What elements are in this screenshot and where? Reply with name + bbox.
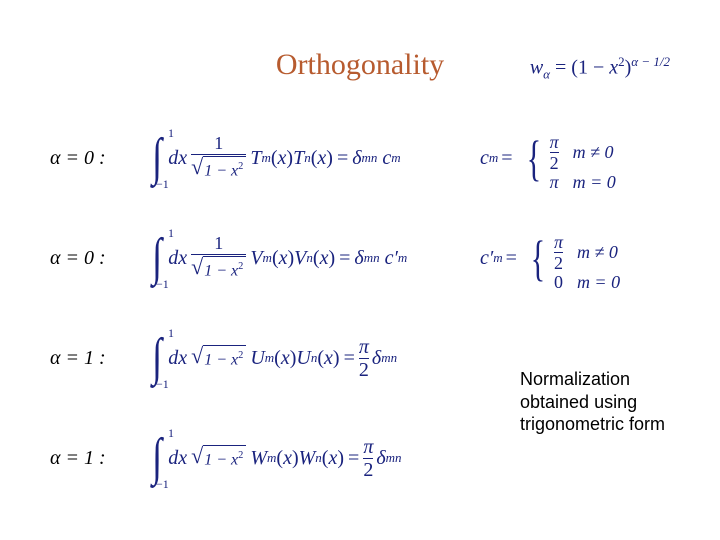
note-line-1: Normalization — [520, 368, 700, 391]
cm-definition: cm = { π2 m ≠ 0 π m = 0 — [480, 133, 616, 183]
cprime-definition: c′m = { π2 m ≠ 0 0 m = 0 — [480, 233, 620, 283]
weight-frac-2: 1 √1 − x2 — [191, 234, 246, 281]
alpha-label-4: α = 1 : — [50, 447, 150, 470]
weight-w: w — [530, 57, 543, 79]
weight-frac-1: 1 √1 − x2 — [191, 134, 246, 181]
orthogonality-row-T: α = 0 : ∫ 1 −1 dx 1 √1 − x2 Tm(x)Tn(x) = — [50, 132, 680, 184]
alpha-label-1: α = 0 : — [50, 147, 150, 170]
integral-W: ∫ 1 −1 dx √1 − x2 Wm(x)Wn(x) = π2 δmn — [150, 432, 402, 484]
alpha-label-2: α = 0 : — [50, 247, 150, 270]
normalization-note: Normalization obtained using trigonometr… — [520, 368, 700, 436]
orthogonality-row-V: α = 0 : ∫ 1 −1 dx 1 √1 − x2 Vm(x)Vn(x) = — [50, 232, 680, 284]
note-line-3: trigonometric form — [520, 413, 700, 436]
weight-eq-open: = (1 − — [555, 57, 609, 79]
weight-x: x — [609, 57, 618, 79]
integral-T: ∫ 1 −1 dx 1 √1 − x2 Tm(x)Tn(x) = δmn cm — [150, 132, 401, 184]
alpha-label-3: α = 1 : — [50, 347, 150, 370]
orthogonality-row-W: α = 1 : ∫ 1 −1 dx √1 − x2 Wm(x)Wn(x) = π… — [50, 432, 680, 484]
integral-U: ∫ 1 −1 dx √1 − x2 Um(x)Un(x) = π2 δmn — [150, 332, 397, 384]
integral-V: ∫ 1 −1 dx 1 √1 − x2 Vm(x)Vn(x) = δmn c′m — [150, 232, 407, 284]
integral-sign-icon: ∫ 1 −1 — [150, 432, 164, 484]
integral-sign-icon: ∫ 1 −1 — [150, 332, 164, 384]
weight-sub: α — [543, 67, 550, 82]
note-line-2: obtained using — [520, 391, 700, 414]
weight-exp: α − 1/2 — [631, 54, 670, 69]
weight-function: wα = (1 − x2)α − 1/2 — [530, 54, 670, 83]
integral-sign-icon: ∫ 1 −1 — [150, 132, 164, 184]
integral-sign-icon: ∫ 1 −1 — [150, 232, 164, 284]
